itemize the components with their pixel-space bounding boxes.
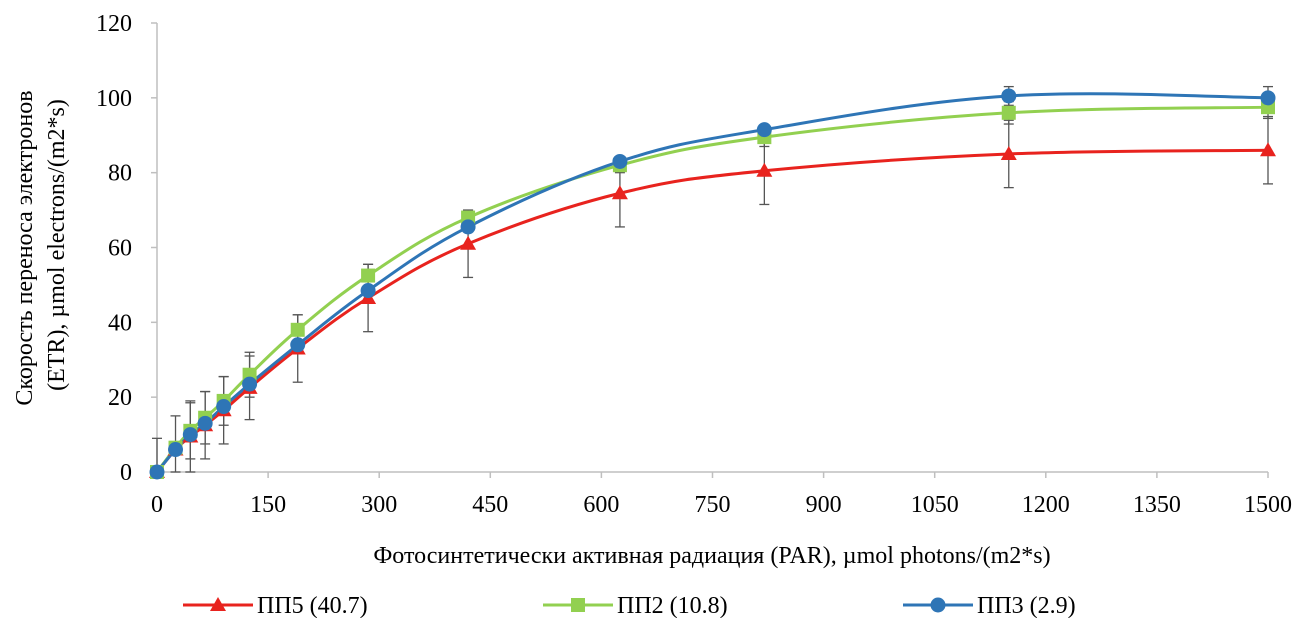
- data-point-triangle: [1000, 145, 1017, 160]
- legend-marker: [930, 597, 946, 613]
- legend-item-circle: ПП3 (2.9): [903, 593, 1076, 618]
- x-tick-label: 0: [151, 492, 163, 518]
- y-axis-title-line-1: Скорость переноса электронов: [12, 90, 38, 405]
- y-tick-label: 20: [108, 385, 132, 411]
- x-tick-label: 300: [361, 492, 397, 518]
- legend-marker: [210, 597, 226, 611]
- x-axis-title: Фотосинтетически активная радиация (PAR)…: [373, 543, 1050, 569]
- legend-item-triangle: ПП5 (40.7): [183, 593, 368, 618]
- y-tick-label: 100: [96, 86, 132, 112]
- data-point-triangle: [756, 162, 773, 177]
- data-point-circle: [182, 427, 198, 443]
- x-tick-labels: 0 150 300 450 600 750 900 1050 1200 1350 1500: [151, 492, 1292, 518]
- data-point-triangle: [460, 235, 477, 250]
- data-point-circle: [290, 337, 306, 353]
- data-point-circle: [168, 442, 184, 458]
- x-tick-label: 450: [472, 492, 508, 518]
- y-axis-title: Скорость переноса электронов (ETR), µmol…: [12, 84, 70, 405]
- y-tick-label: 0: [120, 460, 132, 486]
- x-tick-label: 750: [695, 492, 731, 518]
- x-tick-label: 150: [250, 492, 286, 518]
- legend-label: ПП3 (2.9): [977, 593, 1076, 618]
- data-point-square: [290, 322, 305, 337]
- series-markers: [149, 88, 1276, 480]
- y-axis-title-line-2: (ETR), µmol electrons/(m2*s): [44, 99, 70, 391]
- data-point-circle: [216, 399, 232, 415]
- y-tick-label: 40: [108, 310, 132, 336]
- data-point-circle: [612, 153, 628, 169]
- x-tick-label: 1050: [911, 492, 959, 518]
- legend-label: ПП2 (10.8): [617, 593, 728, 618]
- data-point-triangle: [611, 185, 628, 200]
- data-point-circle: [1260, 90, 1276, 106]
- legend-item-square: ПП2 (10.8): [543, 593, 728, 618]
- data-point-circle: [197, 415, 213, 431]
- series-line-circle: [155, 92, 1269, 473]
- y-tick-label: 60: [108, 236, 132, 262]
- data-point-square: [361, 268, 376, 283]
- y-tick-label: 120: [96, 11, 132, 37]
- legend: ПП5 (40.7) ПП2 (10.8) ПП3 (2.9): [183, 593, 1076, 618]
- legend-label: ПП5 (40.7): [257, 593, 368, 618]
- series-line-triangle: [155, 148, 1269, 473]
- x-tick-label: 900: [806, 492, 842, 518]
- series-line-square: [155, 105, 1269, 473]
- data-point-triangle: [1260, 142, 1276, 157]
- x-tick-label: 1500: [1244, 492, 1292, 518]
- y-tick-labels: 0 20 40 60 80 100 120: [96, 11, 132, 486]
- data-point-circle: [1001, 88, 1017, 104]
- series-lines: [155, 92, 1269, 473]
- y-tick-label: 80: [108, 161, 132, 187]
- x-tick-label: 1350: [1133, 492, 1181, 518]
- data-point-circle: [460, 219, 476, 235]
- data-point-square: [1001, 105, 1016, 120]
- data-point-circle: [242, 376, 258, 392]
- data-point-circle: [360, 283, 376, 299]
- legend-marker: [571, 598, 585, 612]
- data-point-circle: [149, 464, 165, 480]
- data-point-circle: [756, 122, 772, 138]
- axes: [151, 22, 1269, 478]
- x-tick-label: 1200: [1022, 492, 1070, 518]
- x-tick-label: 600: [583, 492, 619, 518]
